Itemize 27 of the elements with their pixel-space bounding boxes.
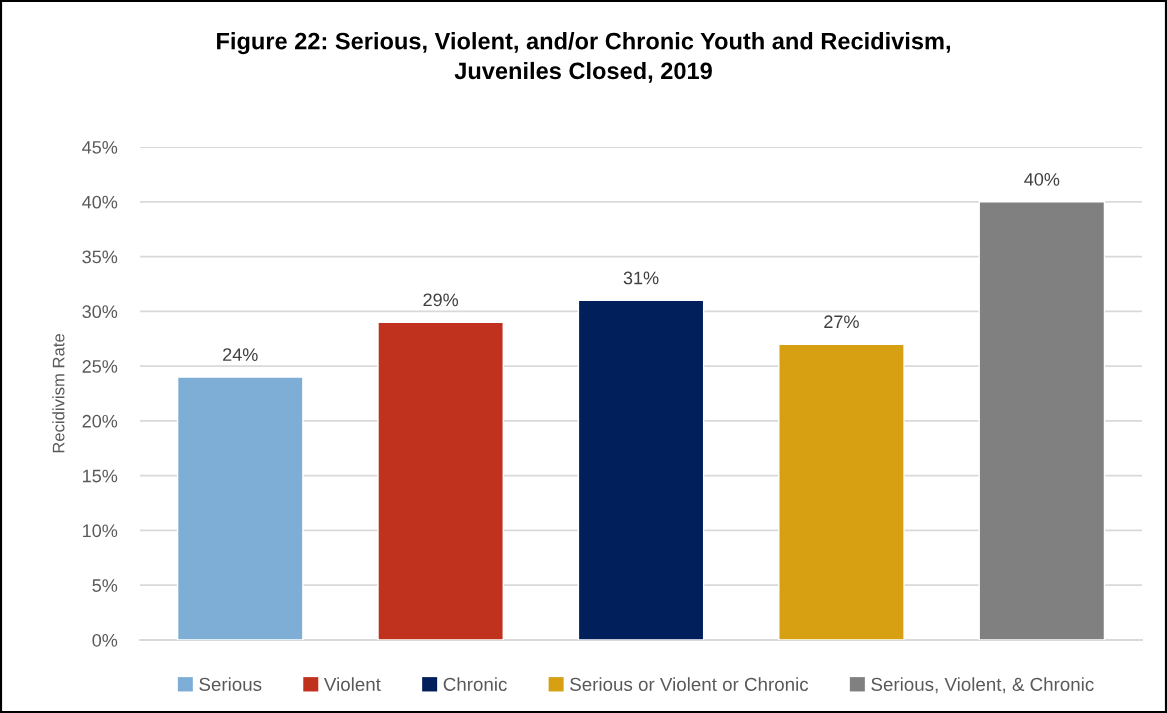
y-tick-label: 0%: [92, 633, 118, 647]
bar: [978, 201, 1106, 640]
data-label: 40%: [1024, 172, 1060, 186]
chart-title: Figure 22: Serious, Violent, and/or Chronic Youth and Recidivism, Juveniles Closed, 2019: [217, 32, 950, 83]
legend-label: Serious: [199, 677, 262, 691]
data-label: 29%: [423, 293, 459, 307]
y-tick-label: 35%: [82, 250, 118, 264]
legend-label: Chronic: [443, 677, 507, 691]
bar: [377, 321, 504, 640]
legend-label: Serious, Violent, & Chronic: [871, 677, 1094, 694]
y-tick-label: 45%: [82, 141, 118, 154]
y-tick-label: 10%: [83, 524, 118, 538]
bar: [577, 299, 705, 640]
y-tick-label: 20%: [82, 414, 118, 428]
y-tick-label: 15%: [83, 469, 118, 483]
data-label: 31%: [623, 271, 659, 285]
y-tick-label: 25%: [82, 360, 118, 373]
y-axis-title: Recidivism Rate: [52, 334, 65, 453]
legend-label: Serious or Violent or Chronic: [570, 677, 809, 691]
y-tick-label: 30%: [82, 305, 118, 319]
bar: [778, 343, 905, 640]
legend-label: Violent: [323, 677, 381, 691]
data-label: 27%: [824, 315, 859, 329]
y-tick-label: 40%: [82, 195, 118, 209]
bar: [176, 376, 304, 640]
data-label: 24%: [223, 348, 258, 361]
y-tick-label: 5%: [92, 579, 118, 592]
